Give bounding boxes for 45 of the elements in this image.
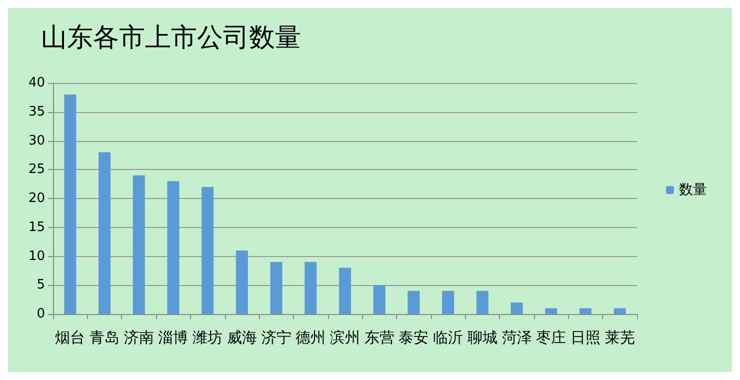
x-tick-label: 德州 [296, 328, 326, 346]
x-tick-label: 济南 [124, 328, 154, 346]
bar [202, 186, 214, 314]
bar [373, 285, 386, 314]
x-tick-label: 东营 [364, 328, 394, 346]
x-tick-label: 威海 [226, 328, 257, 346]
bar [510, 302, 523, 314]
x-tick-label: 莱芜 [604, 328, 635, 346]
y-tick-label: 0 [36, 306, 45, 322]
bar [270, 262, 282, 314]
x-tick-label: 滨州 [330, 328, 360, 346]
y-tick-label: 15 [28, 220, 45, 235]
x-tick-label: 青岛 [90, 328, 120, 346]
y-tick-label: 40 [28, 76, 45, 90]
bar [408, 290, 420, 314]
bar [98, 152, 111, 314]
bar [338, 268, 352, 314]
y-tick-label: 10 [28, 248, 45, 264]
x-tick-label: 济宁 [261, 328, 292, 346]
x-tick-label: 临沂 [433, 328, 464, 346]
legend-label: 数量 [679, 182, 707, 198]
bar [236, 250, 248, 314]
bar [476, 290, 488, 314]
x-tick-label: 菏泽 [502, 328, 532, 346]
x-tick-label: 聊城 [467, 328, 498, 346]
chart-title: 山东各市上市公司数量 [41, 23, 301, 53]
bar [132, 175, 145, 314]
y-tick-label: 30 [28, 133, 45, 148]
bar [545, 308, 558, 314]
y-tick-label: 25 [28, 162, 45, 178]
bar [64, 94, 76, 314]
x-tick-label: 潍坊 [192, 328, 223, 346]
x-tick-label: 烟台 [55, 328, 86, 346]
x-tick-label: 泰安 [398, 328, 429, 346]
x-tick-label: 日照 [570, 328, 600, 346]
y-tick-label: 5 [36, 278, 45, 293]
x-tick-label: 枣庄 [536, 328, 566, 346]
bar [304, 262, 317, 314]
bar [614, 308, 626, 314]
y-tick-label: 20 [28, 191, 45, 206]
bar [579, 308, 592, 314]
bar [442, 290, 454, 314]
x-tick-label: 淄博 [158, 328, 188, 346]
bar [167, 181, 180, 314]
y-tick-label: 35 [28, 104, 45, 120]
